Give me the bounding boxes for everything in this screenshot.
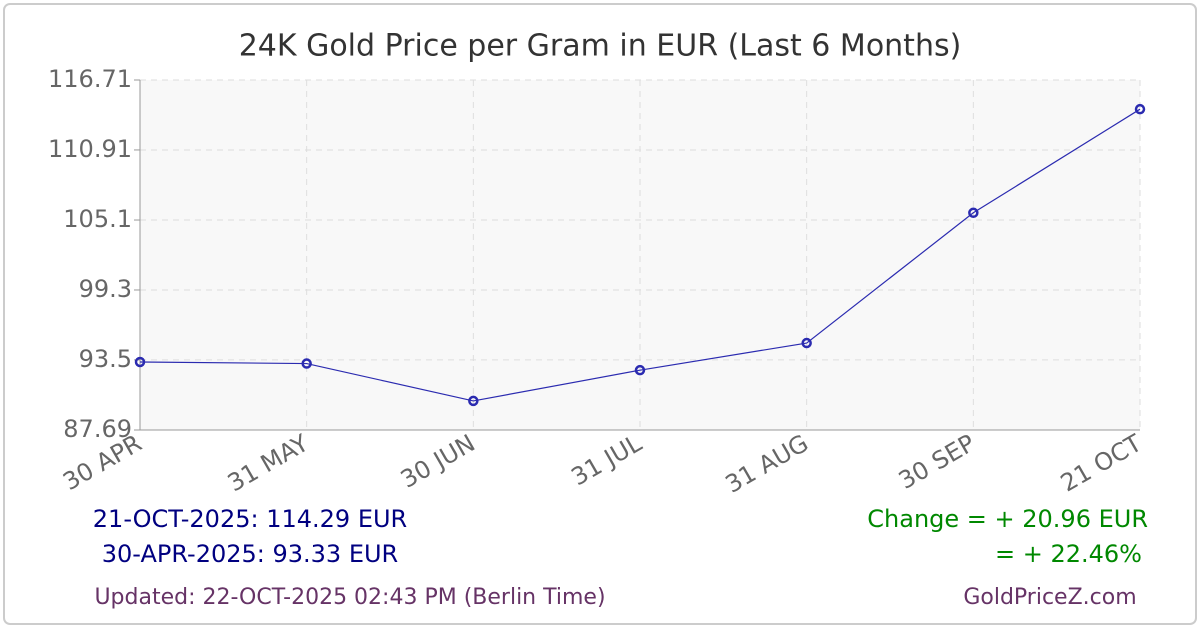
y-tick-label: 116.71 [48,65,132,93]
y-tick-label: 87.69 [63,415,132,443]
data-point [801,337,812,349]
data-point [468,395,479,407]
y-tick-label: 99.3 [79,275,132,303]
data-point [134,356,146,368]
data-point [301,358,312,369]
first-price: 30-APR-2025: 93.33 EUR [102,540,398,568]
last-price: 21-OCT-2025: 114.29 EUR [93,505,407,533]
data-point [968,207,979,219]
y-tick-label: 105.1 [63,205,132,233]
y-tick-label: 93.5 [79,345,132,373]
source: GoldPriceZ.com [963,585,1136,610]
change-amount: Change = + 20.96 EUR [867,505,1148,533]
y-tick-label: 110.91 [48,135,132,163]
data-point [1134,103,1146,115]
change-percent: = + 22.46% [995,540,1142,568]
price-line [139,108,1141,402]
updated-note: Updated: 22-OCT-2025 02:43 PM (Berlin Ti… [94,585,605,610]
chart-title: 24K Gold Price per Gram in EUR (Last 6 M… [239,29,962,64]
data-point [634,364,646,376]
